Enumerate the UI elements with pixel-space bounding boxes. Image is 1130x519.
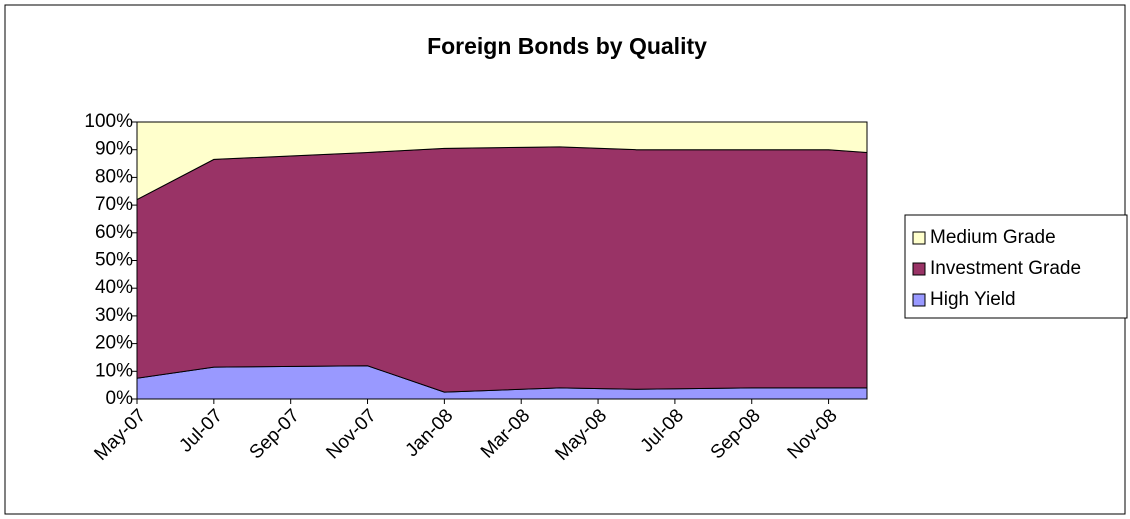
y-tick-label: 70% (95, 194, 133, 215)
legend-swatch (912, 231, 926, 245)
legend-swatch (912, 262, 926, 276)
y-tick-label: 100% (84, 111, 133, 132)
y-tick-label: 80% (95, 166, 133, 187)
y-tick-label: 20% (95, 333, 133, 354)
legend-swatch (912, 293, 926, 307)
y-tick-label: 60% (95, 222, 133, 243)
legend-label: High Yield (930, 289, 1016, 310)
area (136, 146, 868, 393)
chart-title: Foreign Bonds by Quality (427, 33, 707, 59)
y-tick-label: 30% (95, 305, 133, 326)
y-tick-label: 90% (95, 139, 133, 160)
legend-frame (904, 214, 1128, 319)
y-tick-label: 0% (106, 388, 134, 409)
y-tick-label: 50% (95, 250, 133, 271)
legend-label: Medium Grade (930, 227, 1056, 248)
y-tick-label: 40% (95, 277, 133, 298)
y-tick-label: 10% (95, 360, 133, 381)
legend-label: Investment Grade (930, 258, 1081, 279)
